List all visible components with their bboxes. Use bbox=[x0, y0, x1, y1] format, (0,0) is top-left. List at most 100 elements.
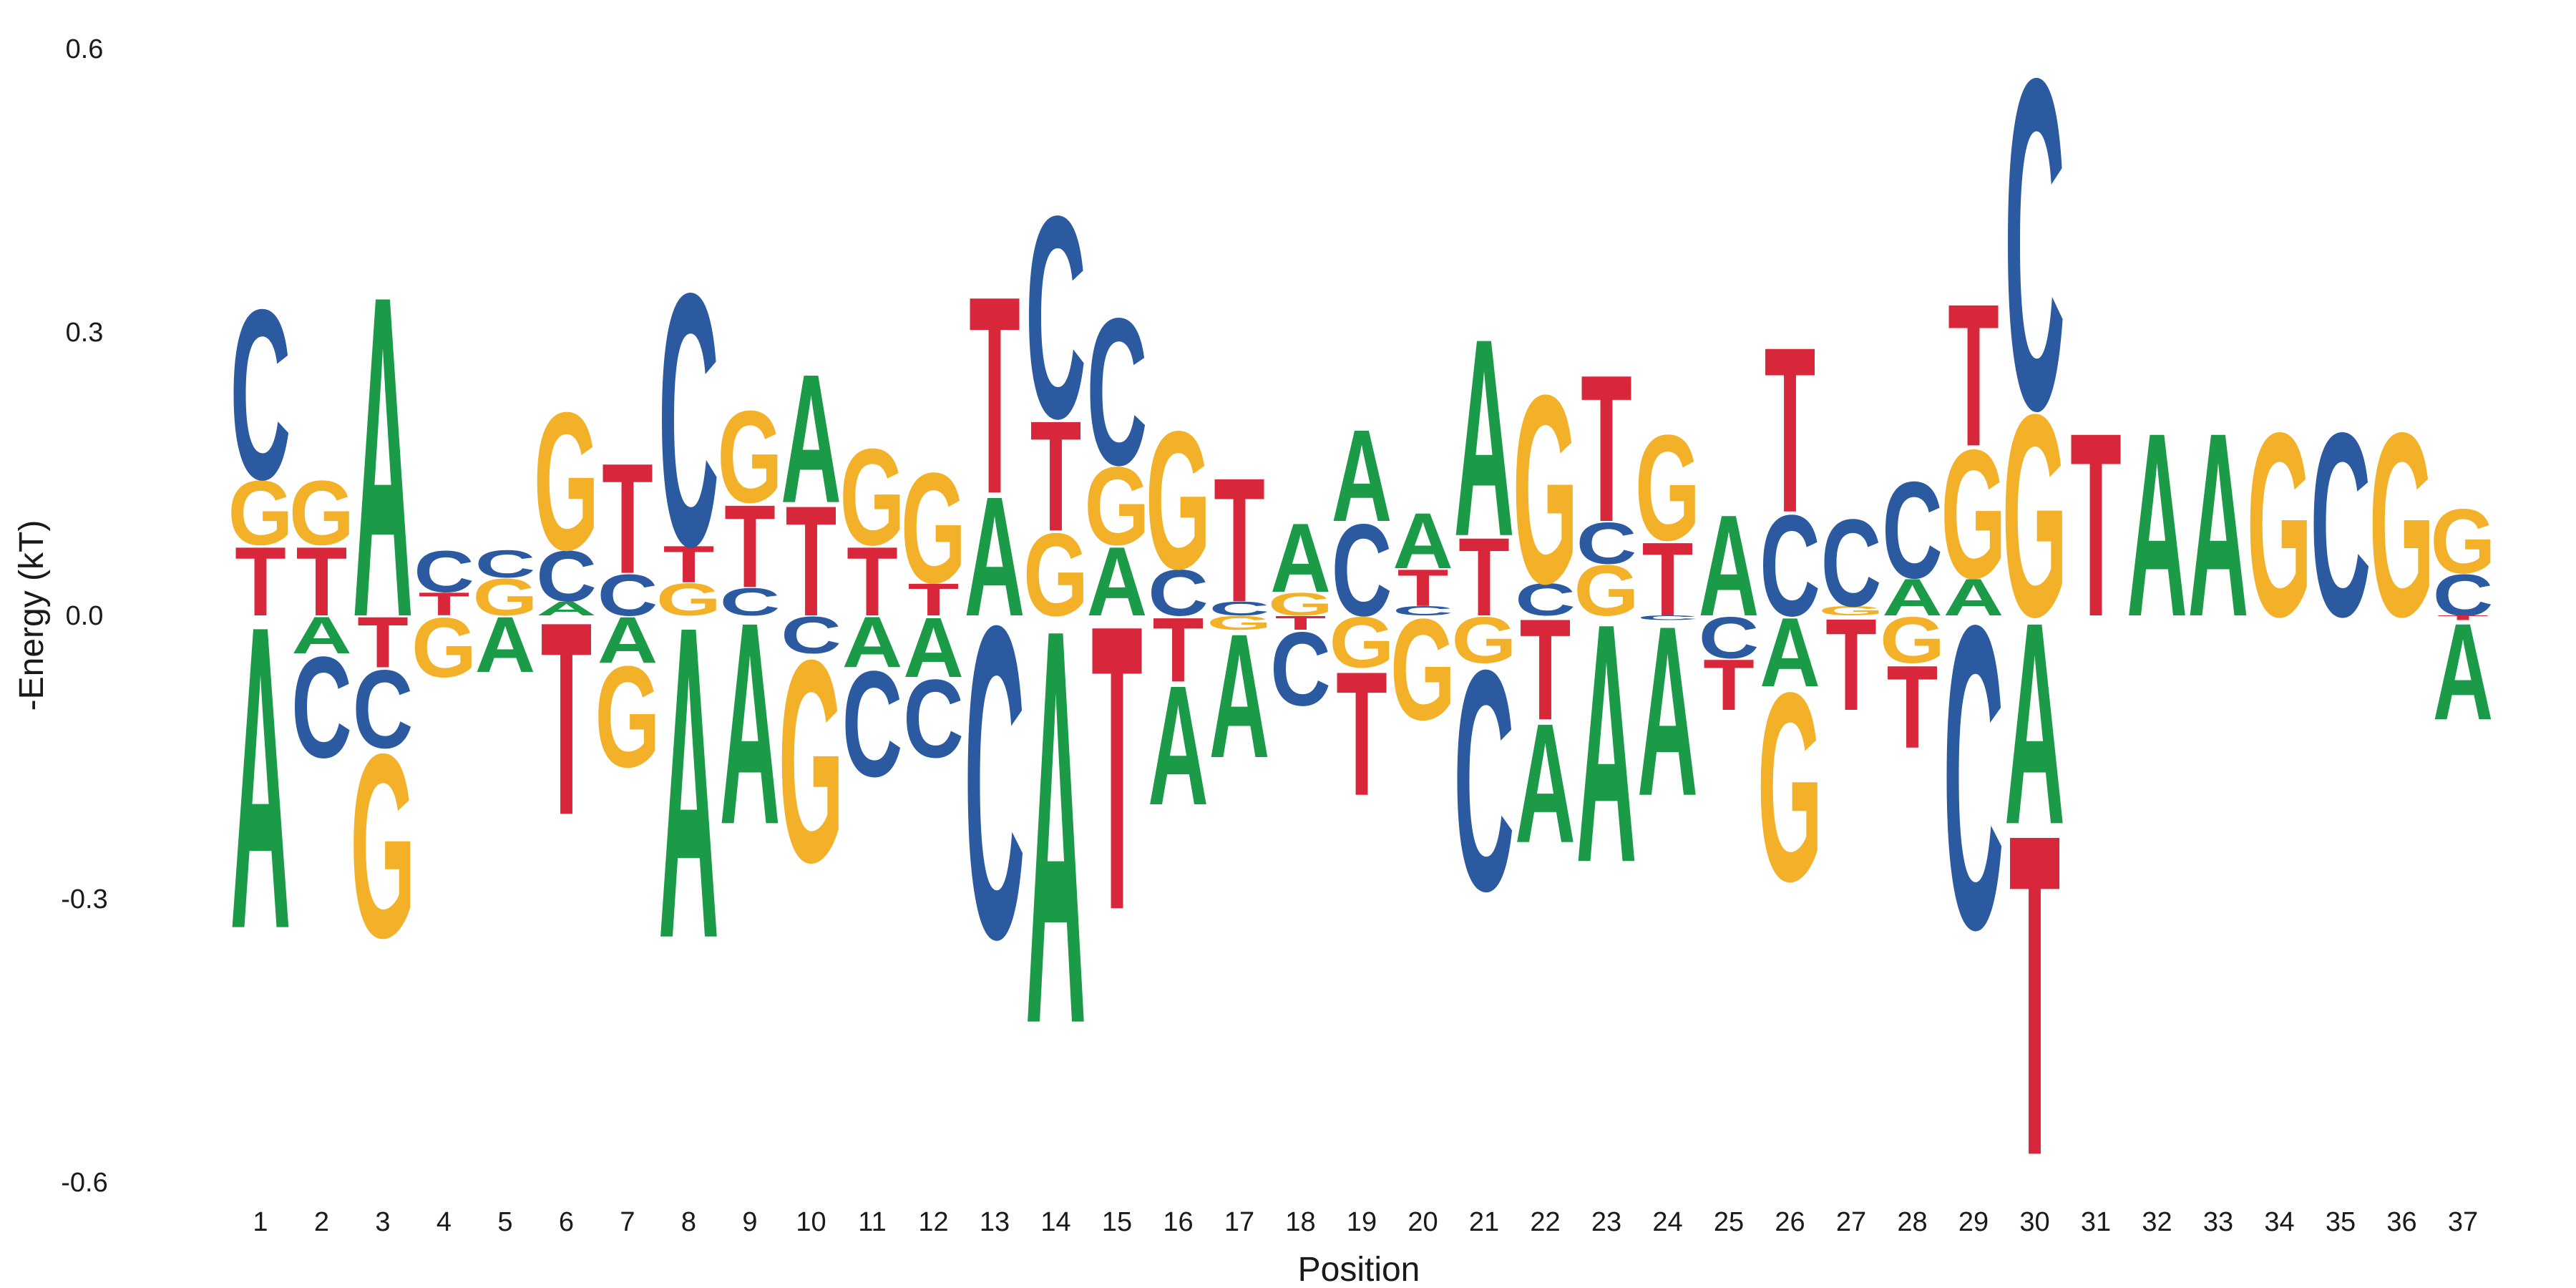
logo-letter-t: T bbox=[1336, 635, 1387, 833]
x-tick-label: 21 bbox=[1469, 1207, 1499, 1237]
logo-letter-t: T bbox=[419, 585, 470, 623]
logo-letter-t: T bbox=[1030, 389, 1082, 565]
logo-letter-g: G bbox=[289, 462, 354, 565]
logo-letter-g: G bbox=[2369, 379, 2434, 672]
logo-letter-c: C bbox=[1454, 605, 1515, 957]
x-tick-label: 19 bbox=[1347, 1207, 1377, 1237]
logo-letter-c: C bbox=[597, 562, 658, 628]
logo-letter-a: A bbox=[1270, 503, 1331, 613]
logo-letter-g: G bbox=[595, 636, 660, 797]
logo-letter-g: G bbox=[534, 371, 599, 591]
logo-letter-a: A bbox=[1760, 597, 1820, 708]
x-tick-label: 25 bbox=[1714, 1207, 1744, 1237]
logo-letter-g: G bbox=[839, 420, 904, 574]
logo-letter-g: G bbox=[1880, 604, 1945, 677]
logo-letter-t: T bbox=[969, 238, 1020, 553]
x-tick-label: 11 bbox=[858, 1207, 886, 1237]
logo-letter-c: C bbox=[1209, 597, 1270, 620]
x-tick-label: 13 bbox=[980, 1207, 1010, 1237]
x-tick-label: 3 bbox=[375, 1207, 390, 1237]
logo-letter-t: T bbox=[908, 575, 960, 625]
y-tick-label: 0.3 bbox=[66, 318, 104, 348]
x-tick-label: 18 bbox=[1285, 1207, 1315, 1237]
logo-letter-c: C bbox=[1699, 605, 1760, 670]
logo-letter-g: G bbox=[1206, 612, 1272, 634]
logo-letter-a: A bbox=[1392, 497, 1453, 585]
logo-letter-t: T bbox=[1458, 515, 1510, 640]
x-tick-label: 10 bbox=[796, 1207, 826, 1237]
y-tick-label: -0.6 bbox=[61, 1168, 107, 1198]
logo-letter-c: C bbox=[1882, 453, 1943, 607]
logo-letter-a: A bbox=[1699, 485, 1760, 646]
logo-letter-c: C bbox=[2433, 562, 2494, 628]
logo-letter-a: A bbox=[720, 562, 781, 884]
logo-letter-t: T bbox=[602, 431, 653, 607]
logo-letter-g: G bbox=[656, 575, 721, 625]
logo-letter-g: G bbox=[1084, 444, 1149, 569]
logo-letter-g: G bbox=[2430, 491, 2495, 593]
logo-letter-c: C bbox=[781, 606, 841, 665]
logo-letter-a: A bbox=[2127, 379, 2187, 672]
x-tick-label: 28 bbox=[1897, 1207, 1927, 1237]
logo-letter-a: A bbox=[353, 199, 414, 713]
logo-letter-g: G bbox=[1574, 551, 1639, 632]
logo-letter-t: T bbox=[296, 527, 348, 637]
logo-letter-c: C bbox=[475, 542, 536, 586]
logo-letter-a: A bbox=[1148, 650, 1209, 841]
logo-letter-t: T bbox=[724, 481, 776, 613]
logo-letter-c: C bbox=[1270, 611, 1331, 728]
y-axis-ticks: 0.6 0.3 0.0 -0.3 -0.6 bbox=[61, 34, 107, 1198]
logo-letter-t: T bbox=[1153, 600, 1204, 702]
logo-letter-t: T bbox=[2070, 379, 2122, 672]
logo-letter-c: C bbox=[1576, 510, 1637, 576]
logo-letter-t: T bbox=[1703, 645, 1755, 726]
logo-letter-a: A bbox=[842, 602, 903, 683]
logo-letter-g: G bbox=[1023, 509, 1088, 641]
x-tick-label: 2 bbox=[314, 1207, 329, 1237]
logo-letter-c: C bbox=[1760, 485, 1820, 646]
logo-letter-c: C bbox=[414, 539, 474, 605]
logo-letter-g: G bbox=[1390, 589, 1455, 750]
logo-letter-c: C bbox=[1148, 557, 1209, 630]
x-tick-label: 26 bbox=[1775, 1207, 1805, 1237]
x-tick-label: 36 bbox=[2386, 1207, 2416, 1237]
logo-letter-c: C bbox=[1025, 155, 1086, 478]
logo-letter-t: T bbox=[235, 527, 286, 637]
logo-letter-a: A bbox=[1576, 552, 1637, 934]
logo-letter-c: C bbox=[1087, 275, 1148, 509]
x-tick-label: 20 bbox=[1407, 1207, 1438, 1237]
logo-letter-c: C bbox=[2004, 0, 2065, 508]
logo-letter-t: T bbox=[1642, 522, 1694, 639]
x-tick-label: 8 bbox=[681, 1207, 696, 1237]
x-tick-label: 12 bbox=[918, 1207, 948, 1237]
x-tick-label: 23 bbox=[1591, 1207, 1621, 1237]
logo-letter-g: G bbox=[1513, 339, 1578, 640]
logo-letter-c: C bbox=[965, 534, 1025, 1032]
logo-letter-g: G bbox=[1635, 404, 1700, 572]
logo-letter-c: C bbox=[1821, 494, 1882, 633]
x-tick-label: 5 bbox=[497, 1207, 512, 1237]
x-tick-label: 35 bbox=[2326, 1207, 2356, 1237]
logo-letter-g: G bbox=[350, 699, 415, 992]
logo-letter-a: A bbox=[1025, 512, 1086, 1142]
logo-letter-a: A bbox=[2004, 562, 2065, 884]
logo-letter-c: C bbox=[291, 627, 352, 788]
logo-letter-t: T bbox=[847, 527, 898, 637]
logo-letter-c: C bbox=[230, 258, 291, 530]
logo-letter-c: C bbox=[1943, 537, 2004, 1020]
x-tick-label: 31 bbox=[2081, 1207, 2111, 1237]
logo-letter-t: T bbox=[541, 565, 592, 872]
logo-letter-g: G bbox=[1329, 602, 1394, 683]
logo-letter-c: C bbox=[1332, 497, 1392, 643]
logo-letter-a: A bbox=[1637, 575, 1698, 847]
x-tick-label: 33 bbox=[2203, 1207, 2233, 1237]
y-tick-label: -0.3 bbox=[61, 884, 107, 914]
x-tick-label: 1 bbox=[253, 1207, 268, 1237]
x-tick-label: 7 bbox=[620, 1207, 635, 1237]
logo-letter-t: T bbox=[2437, 614, 2489, 621]
x-tick-label: 6 bbox=[559, 1207, 574, 1237]
logo-letter-c: C bbox=[1637, 614, 1698, 621]
logo-letter-t: T bbox=[1520, 589, 1571, 750]
